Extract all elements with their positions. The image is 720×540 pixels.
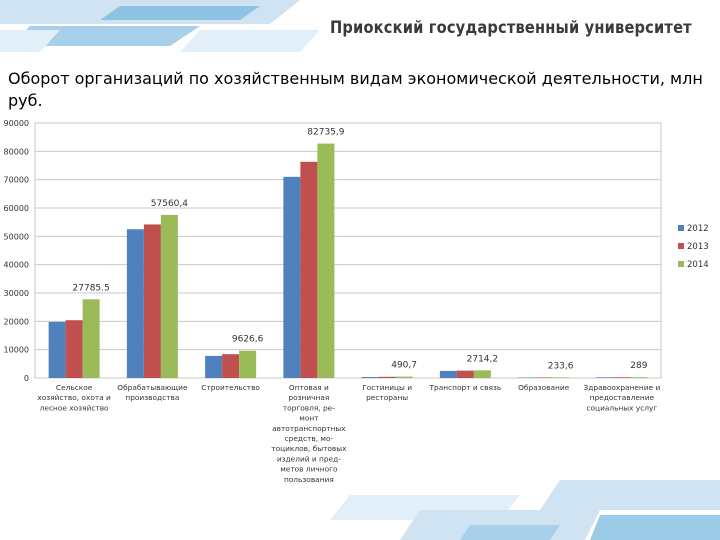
bar-2012 bbox=[205, 355, 223, 378]
category-label: рестораны bbox=[366, 393, 408, 402]
bar-2012 bbox=[48, 321, 66, 378]
bar-2012 bbox=[283, 176, 301, 378]
category-label: изделий и пред- bbox=[277, 454, 341, 463]
y-tick-label: 90000 bbox=[4, 119, 29, 128]
category-label: монт bbox=[299, 414, 319, 423]
category-label: Оптовая и bbox=[289, 383, 329, 392]
category-label: торговля, ре- bbox=[283, 403, 335, 412]
bar-2014 bbox=[473, 370, 491, 378]
category-label: Гостиницы и bbox=[362, 383, 412, 392]
y-tick-label: 50000 bbox=[4, 232, 29, 241]
category-label: метов личного bbox=[280, 465, 338, 474]
data-label: 289 bbox=[630, 361, 647, 371]
category-label: хозяйство, охота и bbox=[37, 393, 111, 402]
bar-2013 bbox=[456, 370, 474, 378]
category-label: пользования bbox=[284, 475, 334, 484]
y-tick-label: 20000 bbox=[4, 317, 29, 326]
data-label: 27785.5 bbox=[73, 283, 110, 293]
y-tick-label: 30000 bbox=[4, 289, 29, 298]
bar-2013 bbox=[535, 377, 553, 378]
university-title: Приокский государственный университет bbox=[330, 18, 692, 38]
bar-2012 bbox=[361, 377, 379, 378]
y-tick-label: 80000 bbox=[4, 147, 29, 156]
bar-2013 bbox=[65, 320, 83, 378]
category-label: социальных услуг bbox=[586, 403, 657, 412]
data-label: 9626,6 bbox=[232, 335, 264, 345]
legend-swatch-2013 bbox=[678, 243, 684, 249]
bar-2014 bbox=[317, 143, 335, 378]
y-tick-label: 10000 bbox=[4, 346, 29, 355]
bar-2012 bbox=[596, 377, 614, 378]
bar-2014 bbox=[552, 377, 570, 378]
legend-label: 2013 bbox=[687, 242, 709, 252]
data-label: 82735,9 bbox=[307, 128, 344, 138]
legend-swatch-2014 bbox=[678, 261, 684, 267]
legend-label: 2014 bbox=[687, 260, 709, 270]
bar-2013 bbox=[143, 224, 161, 378]
bar-2013 bbox=[300, 161, 318, 378]
bar-2014 bbox=[239, 350, 257, 378]
bar-2012 bbox=[439, 370, 457, 378]
bar-2014 bbox=[82, 299, 100, 378]
y-tick-label: 70000 bbox=[4, 176, 29, 185]
bar-2014 bbox=[395, 376, 413, 378]
category-label: Обрабатывающие bbox=[117, 383, 188, 392]
category-label: производства bbox=[125, 393, 179, 402]
category-label: Здравоохранение и bbox=[583, 383, 660, 392]
bar-2013 bbox=[613, 377, 631, 378]
category-label: средств, мо- bbox=[285, 434, 334, 443]
data-label: 2714,2 bbox=[467, 354, 499, 364]
bar-2014 bbox=[630, 377, 648, 378]
category-label: розничная bbox=[288, 393, 329, 402]
category-label: Образование bbox=[518, 383, 570, 392]
y-tick-label: 0 bbox=[24, 374, 29, 383]
slide-title: Оборот организаций по хозяйственным вида… bbox=[8, 69, 703, 110]
category-label: автотранспортных bbox=[272, 424, 346, 433]
category-label: лесное хозяйство bbox=[40, 403, 109, 412]
data-label: 57560,4 bbox=[151, 199, 188, 209]
category-label: Транспорт и связь bbox=[429, 383, 502, 392]
category-label: предоставление bbox=[590, 393, 655, 402]
legend-swatch-2012 bbox=[678, 225, 684, 231]
bar-2013 bbox=[378, 376, 396, 378]
bar-2013 bbox=[222, 354, 240, 378]
category-label: тоциклов, бытовых bbox=[271, 444, 347, 453]
category-label: Строительство bbox=[201, 383, 260, 392]
bar-2012 bbox=[126, 229, 144, 378]
y-tick-label: 40000 bbox=[4, 261, 29, 270]
bar-2014 bbox=[160, 214, 178, 378]
y-tick-label: 60000 bbox=[4, 204, 29, 213]
data-label: 233,6 bbox=[548, 361, 574, 371]
legend-label: 2012 bbox=[687, 224, 709, 234]
footer-decoration bbox=[330, 480, 720, 540]
data-label: 490,7 bbox=[391, 361, 417, 371]
header-decoration bbox=[0, 0, 320, 52]
category-label: Сельское bbox=[56, 383, 93, 392]
turnover-bar-chart: 0 10000 20000 30000 40000 50000 60000 70000 8000… bbox=[4, 119, 709, 484]
